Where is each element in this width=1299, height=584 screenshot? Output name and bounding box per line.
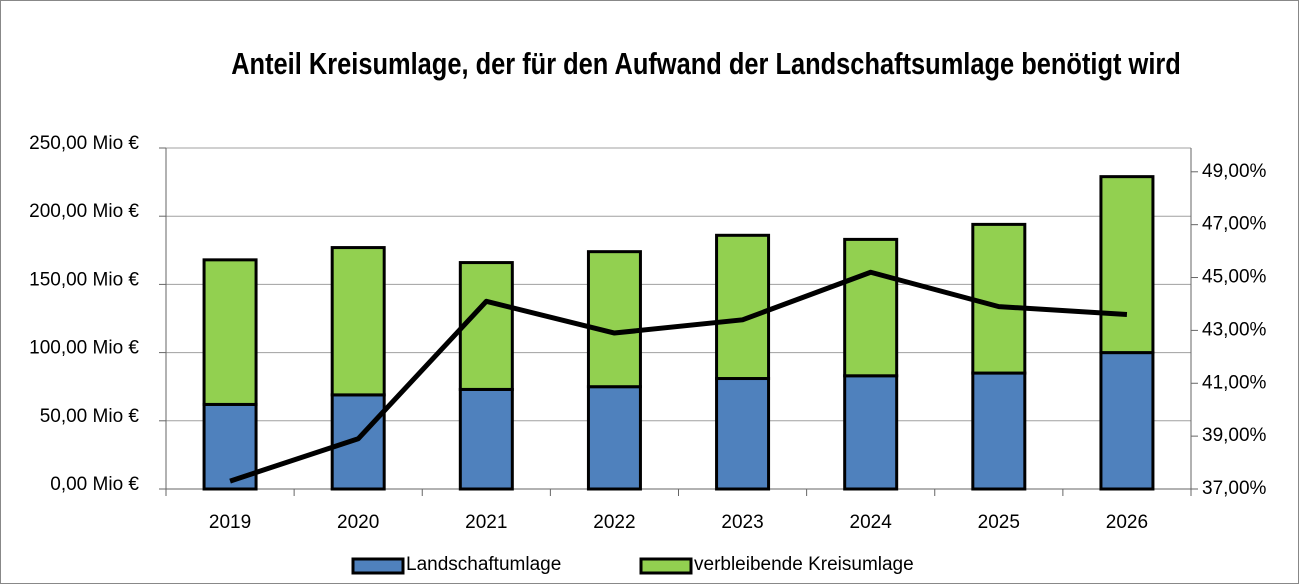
bar-segment: [458, 261, 514, 391]
bar-segment: [971, 222, 1027, 375]
bar-segment: [1099, 351, 1155, 491]
y-tick-label: 150,00 Mio €: [29, 269, 139, 290]
y-tick-label: 100,00 Mio €: [29, 338, 139, 359]
legend-label: Landschaftumlage: [406, 554, 561, 575]
bar-segment: [971, 371, 1027, 491]
bar-segment: [330, 246, 386, 397]
y2-tick-label: 39,00%: [1202, 425, 1267, 446]
bar-segment: [586, 385, 642, 491]
x-tick-label: 2026: [1106, 512, 1148, 533]
bar-segment: [1099, 175, 1155, 355]
bar-segment: [715, 233, 771, 381]
y2-tick-label: 45,00%: [1202, 267, 1267, 288]
x-tick-label: 2020: [337, 512, 379, 533]
bar-segment: [202, 258, 258, 406]
bar-segment: [843, 237, 899, 378]
x-tick-label: 2023: [721, 512, 763, 533]
y2-tick-label: 43,00%: [1202, 319, 1267, 340]
legend-swatch: [351, 557, 405, 575]
y-tick-label: 250,00 Mio €: [29, 133, 139, 154]
x-tick-label: 2025: [978, 512, 1020, 533]
x-tick-label: 2021: [465, 512, 507, 533]
bar-segment: [458, 387, 514, 491]
y-tick-label: 50,00 Mio €: [40, 406, 140, 427]
legend-label: verbleibende Kreisumlage: [694, 554, 914, 575]
y-tick-label: 200,00 Mio €: [29, 201, 139, 222]
y2-tick-label: 37,00%: [1202, 478, 1267, 499]
x-tick-label: 2019: [209, 512, 251, 533]
y2-tick-label: 49,00%: [1202, 161, 1267, 182]
bar-segment: [586, 250, 642, 389]
legend-swatch: [639, 557, 693, 575]
bar-segment: [330, 393, 386, 491]
x-tick-label: 2022: [593, 512, 635, 533]
chart-title: Anteil Kreisumlage, der für den Aufwand …: [231, 46, 1181, 81]
x-tick-label: 2024: [850, 512, 893, 533]
y-tick-label: 0,00 Mio €: [50, 474, 139, 495]
y2-tick-label: 41,00%: [1202, 372, 1267, 393]
line-series: [229, 269, 1128, 484]
y2-tick-label: 47,00%: [1202, 214, 1267, 235]
bar-segment: [843, 374, 899, 491]
bar-segment: [715, 377, 771, 491]
